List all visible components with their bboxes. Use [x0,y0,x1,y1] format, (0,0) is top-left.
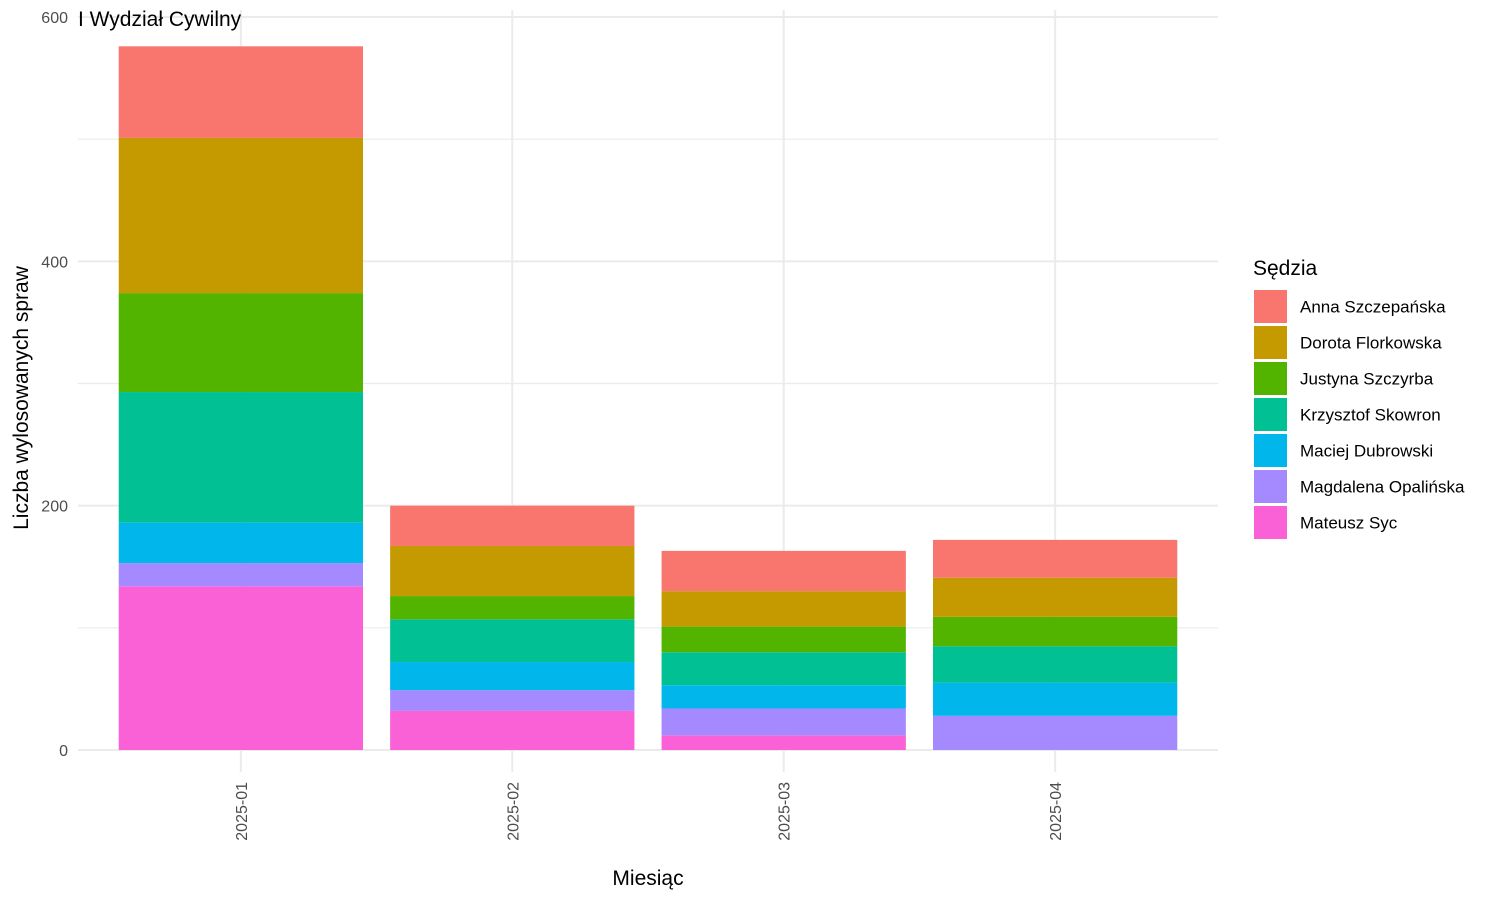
x-axis-ticks: 2025-01 2025-02 2025-03 2025-04 [234,782,1065,841]
bar-segment [933,539,1178,578]
bar-segment [661,550,906,592]
bar-segment [118,46,363,138]
bar-segment [390,662,635,691]
bar-segment [118,392,363,523]
bar-segment [933,577,1178,617]
y-tick-label: 200 [41,499,68,516]
bar-segment [390,505,635,546]
bar-segment [118,293,363,393]
legend-key [1254,398,1287,431]
bar-segment [390,545,635,597]
legend-key [1254,326,1287,359]
y-tick-label: 600 [41,10,68,27]
bar-segment [661,685,906,709]
legend-key [1254,506,1287,539]
bar-segment [933,646,1178,683]
legend-label: Maciej Dubrowski [1300,442,1433,461]
bar-segment [118,137,363,294]
bar-segment [390,710,635,750]
x-axis-title: Miesiąc [612,867,683,890]
y-tick-label: 400 [41,254,68,271]
chart-title: I Wydział Cywilny [78,8,242,31]
x-tick-label: 2025-01 [234,782,251,841]
bars [118,46,1178,750]
bar-segment [118,563,363,587]
bar-segment [390,690,635,711]
bar-segment [118,586,363,750]
legend-key [1254,362,1287,395]
legend-label: Anna Szczepańska [1300,298,1446,317]
bar-segment [933,715,1178,750]
bar-segment [661,735,906,750]
legend-label: Mateusz Syc [1300,514,1398,533]
legend-label: Magdalena Opalińska [1300,478,1465,497]
legend: Sędzia Anna Szczepańska Dorota Florkowska… [1253,257,1465,539]
y-axis-ticks: 0 200 400 600 [41,10,68,760]
legend-key [1254,290,1287,323]
legend-key [1254,434,1287,467]
bar-segment [933,682,1178,716]
bar-segment [661,708,906,736]
bar-segment [118,522,363,564]
y-tick-label: 0 [59,743,68,760]
legend-label: Krzysztof Skowron [1300,406,1441,425]
legend-label: Justyna Szczyrba [1300,370,1434,389]
bar-segment [661,652,906,686]
bar-segment [933,616,1178,647]
y-axis-title: Liczba wylosowanych spraw [10,265,33,530]
legend-title: Sędzia [1253,257,1318,280]
legend-key [1254,470,1287,503]
x-tick-label: 2025-03 [777,782,794,841]
legend-label: Dorota Florkowska [1300,334,1442,353]
x-tick-label: 2025-02 [505,782,522,841]
bar-segment [661,626,906,653]
x-tick-label: 2025-04 [1048,782,1065,841]
bar-segment [390,619,635,663]
bar-segment [390,596,635,620]
bar-segment [661,591,906,627]
